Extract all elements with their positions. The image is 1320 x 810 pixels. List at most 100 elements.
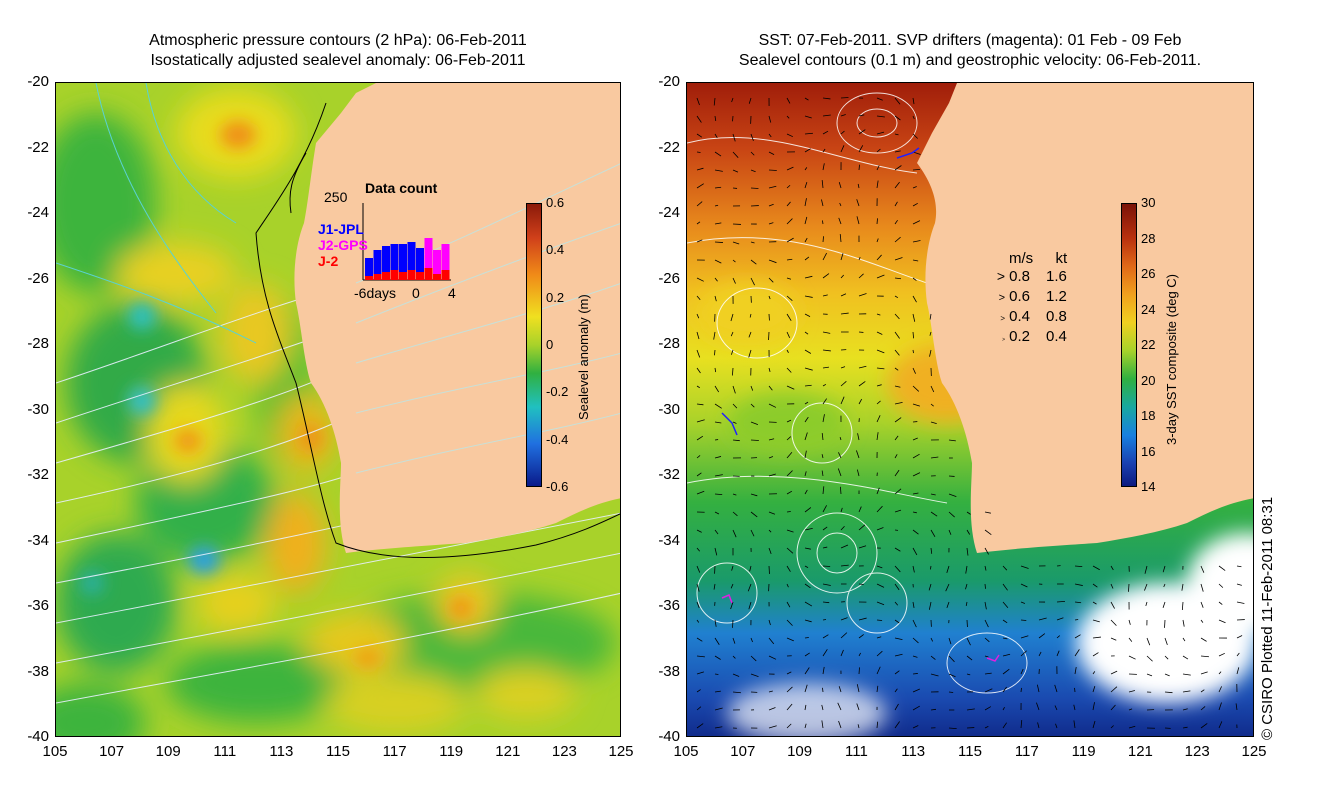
velocity-arrow <box>1110 637 1117 641</box>
velocity-arrow <box>804 619 812 623</box>
velocity-arrow <box>786 565 791 572</box>
right-y-tick-9: -38 <box>658 662 680 680</box>
velocity-arrow <box>858 145 864 153</box>
velocity-arrow <box>696 239 703 243</box>
velocity-arrow <box>714 726 723 729</box>
velocity-arrow <box>858 129 866 135</box>
velocity-arrow <box>786 601 791 608</box>
velocity-arrow <box>876 415 881 423</box>
velocity-arrow <box>984 529 992 536</box>
velocity-arrow <box>714 456 722 459</box>
velocity-arrow <box>1020 583 1028 588</box>
velocity-arrow <box>714 707 723 711</box>
velocity-ms: 0.8 <box>1009 268 1031 285</box>
velocity-arrow <box>912 240 921 243</box>
velocity-arrow <box>822 398 827 405</box>
velocity-arrow <box>750 169 756 173</box>
velocity-arrow <box>804 237 808 243</box>
velocity-arrow <box>894 133 899 136</box>
velocity-arrow <box>858 381 866 387</box>
velocity-arrow <box>948 727 957 730</box>
velocity-arrow <box>929 349 932 357</box>
velocity-arrow <box>750 187 759 189</box>
velocity-arrow <box>732 169 739 173</box>
velocity-arrow <box>930 637 934 642</box>
right-x-tick-1: 107 <box>730 743 756 760</box>
velocity-ms: 0.6 <box>1009 288 1031 305</box>
velocity-arrow <box>748 97 752 104</box>
velocity-arrow <box>750 511 758 518</box>
sst-map: m/s kt > 0.8 1.6 > 0.6 1.2 > 0.4 0.8 > 0.2 0.4 <box>686 82 1254 737</box>
velocity-arrow <box>804 216 808 225</box>
velocity-arrow <box>696 472 702 477</box>
velocity-arrow <box>946 565 950 573</box>
velocity-arrow <box>840 632 848 639</box>
velocity-arrow <box>732 385 736 394</box>
velocity-arrow <box>804 723 807 729</box>
velocity-arrow <box>768 367 771 372</box>
velocity-arrow <box>912 511 917 514</box>
velocity-arrow <box>714 204 719 207</box>
velocity-arrow <box>858 506 862 513</box>
left-x-tick-8: 121 <box>495 743 521 760</box>
velocity-arrow <box>966 637 971 646</box>
sst-colorbar <box>1121 203 1137 487</box>
sealevel-colorbar-tick-4: -0.2 <box>546 384 569 400</box>
velocity-arrow <box>966 511 971 515</box>
velocity-arrow <box>857 724 860 729</box>
right-x-tick-6: 117 <box>1014 743 1039 760</box>
velocity-arrow <box>1182 637 1186 642</box>
velocity-arrow <box>928 601 932 610</box>
velocity-arrow <box>696 313 700 319</box>
velocity-arrow <box>856 469 860 477</box>
velocity-arrow <box>696 331 700 340</box>
velocity-arrow <box>929 313 932 320</box>
velocity-arrow <box>714 349 716 356</box>
velocity-arrow <box>966 655 973 661</box>
sealevel-anomaly-colorbar <box>526 203 542 487</box>
velocity-arrow <box>876 384 882 387</box>
velocity-arrow <box>714 186 722 189</box>
velocity-arrow <box>876 238 879 243</box>
velocity-legend-row-3: > 0.2 0.4 <box>985 328 1067 345</box>
velocity-arrow <box>696 723 704 729</box>
velocity-arrow <box>821 199 824 207</box>
velocity-arrow <box>858 114 865 117</box>
data-count-bar-total <box>373 250 382 280</box>
velocity-arrow <box>732 511 738 517</box>
left-y-tick-0: -20 <box>27 73 49 90</box>
velocity-arrow <box>696 349 701 358</box>
velocity-arrow <box>840 253 844 261</box>
velocity-arrow <box>804 256 810 261</box>
velocity-arrow <box>732 493 737 496</box>
velocity-arrow <box>894 670 900 675</box>
velocity-arrow <box>1182 655 1189 660</box>
velocity-arrow <box>804 115 812 119</box>
data-count-bar-j2 <box>373 274 382 280</box>
velocity-arrow <box>912 547 918 556</box>
left-y-tick-3: -26 <box>27 269 49 287</box>
velocity-arrow <box>912 115 915 120</box>
velocity-arrow <box>696 295 701 301</box>
velocity-arrow <box>714 529 719 535</box>
velocity-arrow <box>821 180 824 189</box>
velocity-arrow <box>768 456 774 459</box>
velocity-arrow <box>876 505 883 513</box>
data-count-inset <box>362 203 451 281</box>
velocity-arrow <box>840 114 846 117</box>
velocity-arrow <box>748 331 752 338</box>
velocity-arrow <box>894 565 901 573</box>
velocity-arrow <box>732 619 734 628</box>
velocity-arrow <box>858 398 863 405</box>
velocity-arrow <box>894 688 898 693</box>
velocity-arrow <box>1200 706 1206 711</box>
velocity-arrow <box>876 650 883 657</box>
velocity-arrow <box>1002 653 1011 657</box>
right-y-tick-7: -34 <box>658 531 680 549</box>
velocity-arrow <box>822 273 830 279</box>
velocity-arrow <box>1236 635 1243 639</box>
left-x-tick-10: 125 <box>608 743 634 760</box>
velocity-arrow <box>696 151 701 153</box>
velocity-arrow <box>912 295 917 303</box>
velocity-arrow <box>714 637 720 645</box>
